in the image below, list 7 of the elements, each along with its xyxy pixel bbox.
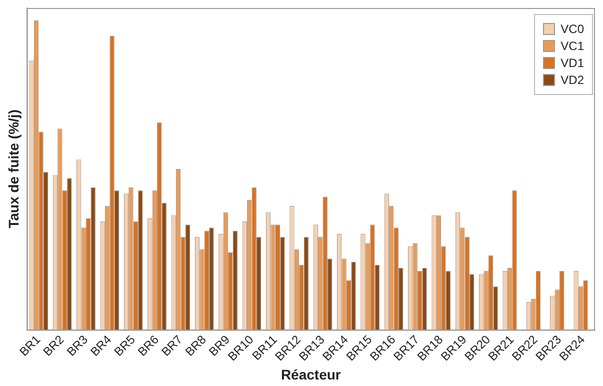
legend-label: VD2 [560, 73, 584, 87]
x-axis-title: Réacteur [280, 366, 342, 382]
legend-label: VD1 [560, 56, 584, 70]
legend-label: VC1 [560, 39, 584, 53]
y-axis-title: Taux de fuite (%/j) [5, 110, 22, 228]
legend-label: VC0 [560, 22, 584, 36]
x-tick-label: BR1 [16, 332, 44, 359]
